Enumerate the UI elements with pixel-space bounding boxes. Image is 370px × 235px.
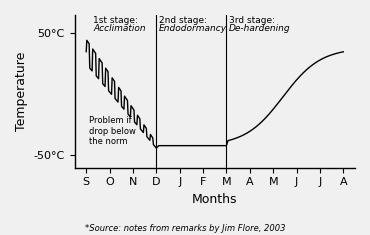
Text: 2nd stage:: 2nd stage:	[159, 16, 207, 25]
X-axis label: Months: Months	[192, 193, 238, 206]
Text: 3rd stage:: 3rd stage:	[229, 16, 275, 25]
Text: *Source: notes from remarks by Jim Flore, 2003: *Source: notes from remarks by Jim Flore…	[85, 224, 285, 233]
Text: Endodormancy: Endodormancy	[159, 24, 227, 32]
Text: De-hardening: De-hardening	[229, 24, 290, 32]
Y-axis label: Temperature: Temperature	[15, 52, 28, 131]
Text: 1st stage:: 1st stage:	[93, 16, 138, 25]
Text: Problem if
drop below
the norm: Problem if drop below the norm	[88, 116, 135, 146]
Text: Acclimation: Acclimation	[93, 24, 146, 32]
